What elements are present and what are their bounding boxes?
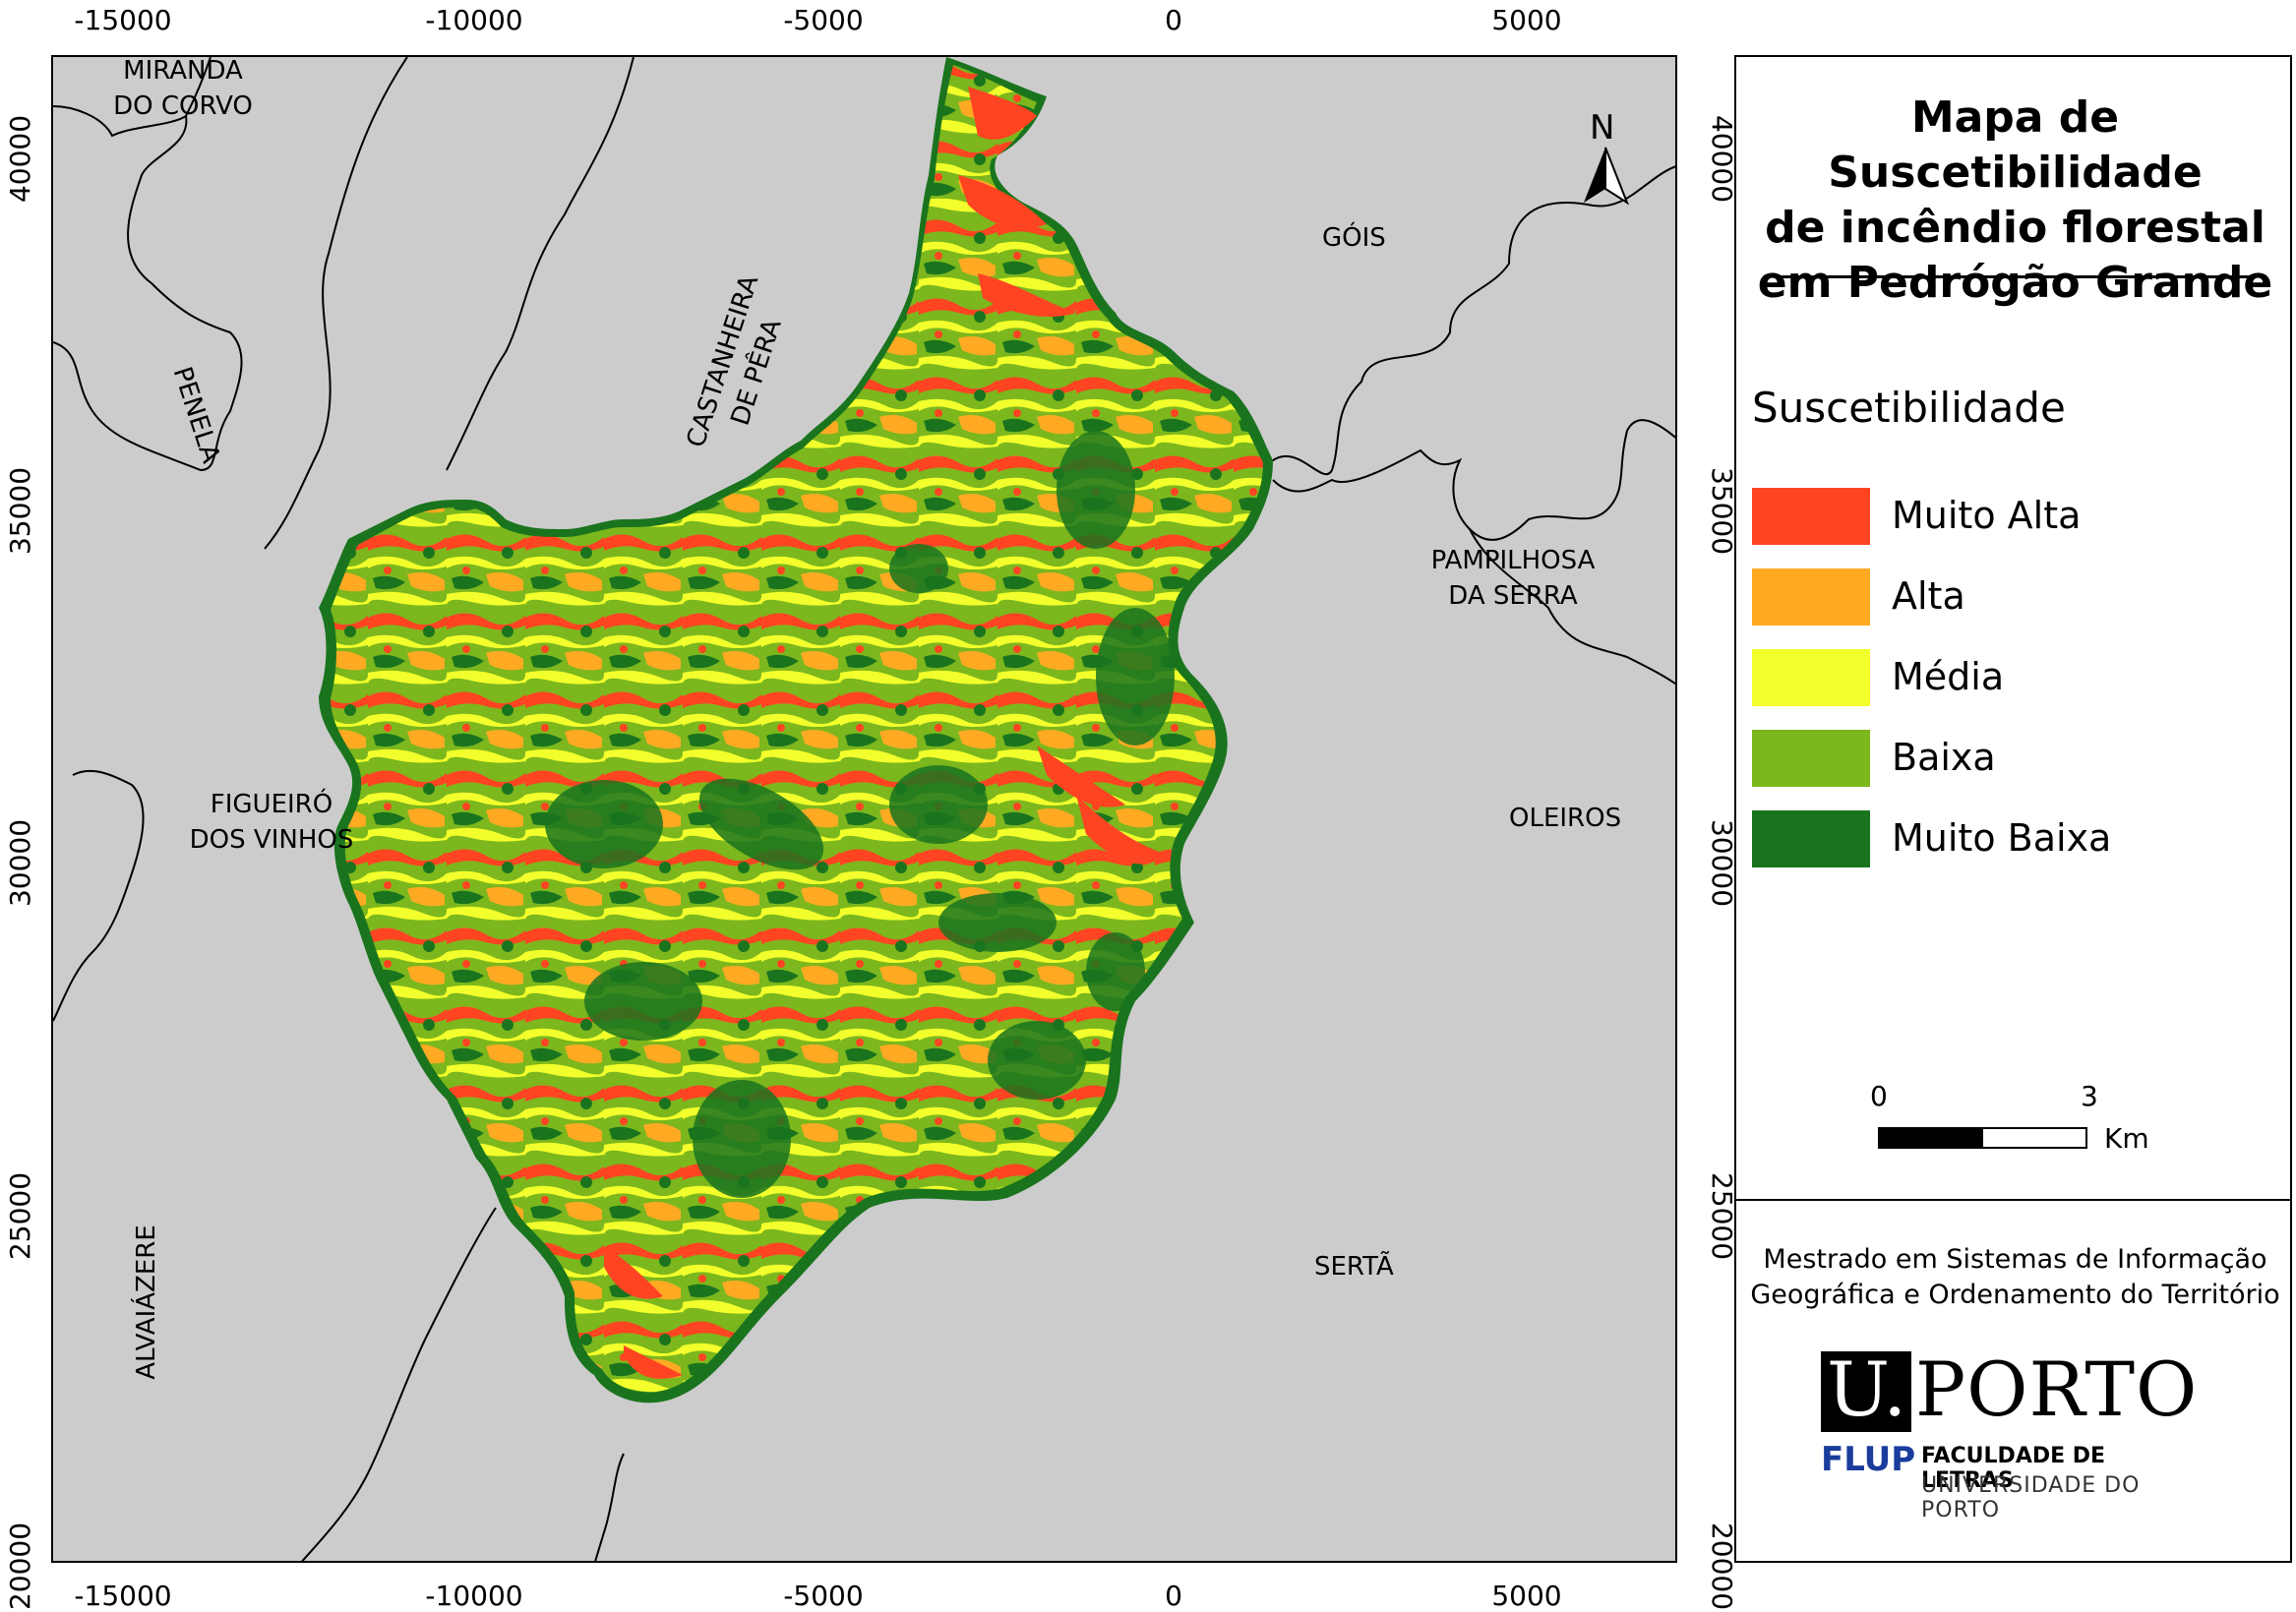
municipal-boundaries [53,57,1675,1561]
side-panel: Mapa de Suscetibilidade de incêndio flor… [1734,55,2296,1563]
place-label: MIRANDA [123,56,243,86]
place-alvaiazere: ALVAIÁZERE [131,1224,161,1380]
logo-universidade: UNIVERSIDADE DO PORTO [1921,1473,2141,1522]
x-tick-top: -5000 [783,4,864,36]
muito-alta-streaks [604,87,1165,1379]
legend-swatch [1752,730,1870,787]
credits-box: Mestrado em Sistemas de Informação Geogr… [1734,1199,2292,1563]
x-tick-top: 0 [1165,4,1182,36]
place-serta: SERTÃ [1314,1252,1394,1282]
place-label: DOS VINHOS [189,825,354,855]
north-arrow: N [1576,108,1635,210]
x-tick-bottom: -10000 [425,1580,523,1612]
legend-swatch [1752,810,1870,867]
legend-swatch [1752,488,1870,545]
y-tick-left: 25000 [4,1171,37,1261]
scale-bar [1878,1127,2087,1149]
title-line: Mapa de Suscetibilidade [1828,92,2203,198]
map-title: Mapa de Suscetibilidade de incêndio flor… [1736,90,2294,311]
x-tick-bottom: -5000 [783,1580,864,1612]
y-tick-left: 40000 [4,114,37,204]
y-tick-left: 20000 [4,1522,37,1611]
x-tick-top: -15000 [74,4,172,36]
scale-start-label: 0 [1870,1080,1888,1112]
legend-swatch [1752,568,1870,626]
place-label: PAMPILHOSA [1430,546,1596,575]
x-tick-top: -10000 [425,4,523,36]
legend-label: Muito Baixa [1892,816,2112,860]
map-frame[interactable]: N MIRANDA DO CORVO PENELA CASTANHEIRA DE… [51,55,1677,1563]
credit-line: Mestrado em Sistemas de Informação [1763,1244,2267,1275]
x-tick-bottom: 5000 [1491,1580,1562,1612]
place-miranda-do-corvo: MIRANDA DO CORVO [104,56,262,124]
place-label: DA SERRA [1448,581,1578,611]
muito-baixa-patches [545,431,1175,1198]
legend-box: Mapa de Suscetibilidade de incêndio flor… [1734,55,2292,1199]
map-canvas [53,57,1675,1561]
logo-flup: FLUP [1821,1440,1916,1479]
place-pampilhosa-da-serra: PAMPILHOSA DA SERRA [1415,543,1611,614]
x-tick-bottom: 0 [1165,1580,1182,1612]
place-gois: GÓIS [1322,223,1386,253]
logo-porto: PORTO [1915,1345,2199,1433]
title-line: de incêndio florestal [1765,203,2266,253]
credit-line: Geográfica e Ordenamento do Território [1750,1280,2280,1310]
legend-label: Média [1892,655,2005,698]
logo-u: U. [1827,1345,1907,1433]
legend-label: Muito Alta [1892,494,2082,537]
uporto-logo: U. PORTO FLUP FACULDADE DE LETRAS UNIVER… [1821,1345,2199,1522]
logo-faculdade: FACULDADE DE LETRAS [1921,1444,2106,1493]
place-figueiro-dos-vinhos: FIGUEIRÓ DOS VINHOS [173,787,370,858]
credit-text: Mestrado em Sistemas de Informação Geogr… [1736,1242,2294,1313]
title-divider [1781,275,2255,278]
title-line: em Pedrógão Grande [1757,258,2273,308]
scale-unit-label: Km [2104,1122,2149,1155]
north-arrow-icon [1584,147,1630,206]
legend-label: Baixa [1892,736,1996,779]
north-label: N [1590,108,1615,148]
scale-end-label: 3 [2081,1080,2098,1112]
y-tick-left: 30000 [4,818,37,908]
place-label: FIGUEIRÓ [210,790,333,819]
x-tick-bottom: -15000 [74,1580,172,1612]
legend-swatch [1752,649,1870,706]
scale-bar-segment [1880,1129,1983,1147]
place-oleiros: OLEIROS [1509,804,1622,833]
legend-heading: Suscetibilidade [1752,384,2066,432]
x-tick-top: 5000 [1491,4,1562,36]
place-label: DO CORVO [113,91,253,121]
legend-label: Alta [1892,574,1965,618]
logo-u-box: U. [1821,1345,1911,1433]
y-tick-left: 35000 [4,466,37,556]
